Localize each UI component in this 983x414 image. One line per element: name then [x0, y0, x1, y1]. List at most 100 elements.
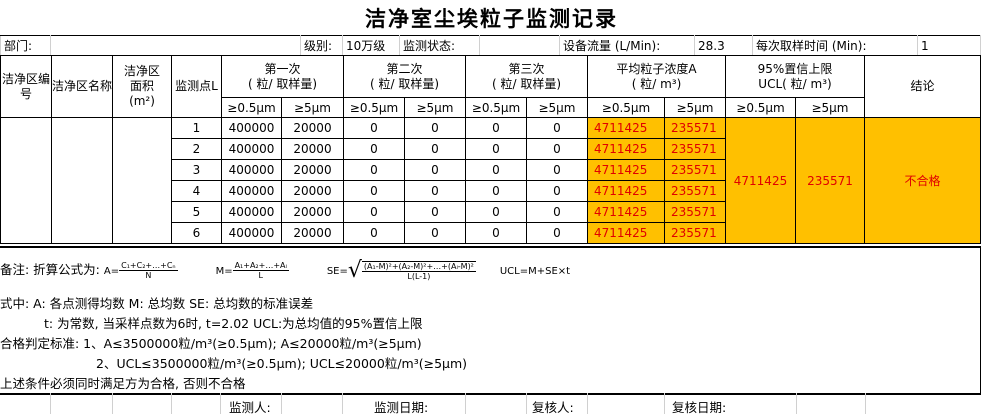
count-cell[interactable]: 0: [526, 117, 588, 139]
data-table: 洁净区编号 洁净区名称 洁净区面积 (m²) 监测点L 第一次( 粒/ 取样量) …: [0, 55, 981, 244]
count-cell[interactable]: 20000: [281, 159, 344, 181]
table-row: 3 400000 20000 0 0 0 0 4711425 235571: [1, 159, 981, 181]
count-cell[interactable]: 0: [404, 117, 466, 139]
count-cell[interactable]: 0: [526, 159, 588, 181]
avg-cell[interactable]: 235571: [664, 117, 726, 139]
header-third-label: 第三次: [508, 61, 545, 76]
count-cell[interactable]: 0: [404, 159, 466, 181]
grade-value[interactable]: 10万级: [342, 35, 400, 56]
point-cell[interactable]: 1: [171, 117, 222, 139]
count-cell[interactable]: 400000: [221, 159, 282, 181]
reviewer-label: 复核人:: [532, 400, 574, 414]
flow-value[interactable]: 28.3: [694, 35, 753, 56]
count-cell[interactable]: 0: [404, 180, 466, 202]
time-value[interactable]: 1: [917, 35, 981, 56]
count-cell[interactable]: 400000: [221, 201, 282, 223]
formula-label: 备注: 折算公式为:: [0, 262, 100, 277]
formula-se: (A₁-M)²+(A₂-M)²+…+(Aₗ-M)² L(L-1): [361, 260, 476, 281]
count-cell[interactable]: 400000: [221, 117, 282, 139]
sub-header: ≥0.5μm: [221, 97, 282, 118]
avg-cell[interactable]: 235571: [664, 201, 726, 223]
count-cell[interactable]: 0: [343, 159, 405, 181]
header-ucl: 95%置信上限 UCL( 粒/ m³): [725, 55, 865, 98]
formula-m-num: A₁+A₂+…+Aₗ: [232, 261, 289, 271]
header-second-unit: ( 粒/ 取样量): [369, 76, 440, 91]
count-cell[interactable]: 400000: [221, 180, 282, 202]
count-cell[interactable]: 20000: [281, 222, 344, 244]
formula-a-den: N: [145, 271, 152, 280]
avg-cell[interactable]: 4711425: [587, 117, 665, 139]
avg-cell[interactable]: 4711425: [587, 201, 665, 223]
avg-cell[interactable]: 235571: [664, 222, 726, 244]
sub-header: ≥5μm: [281, 97, 344, 118]
review-date-label: 复核日期:: [672, 400, 727, 414]
point-cell[interactable]: 5: [171, 201, 222, 223]
count-cell[interactable]: 0: [404, 201, 466, 223]
count-cell[interactable]: 20000: [281, 117, 344, 139]
count-cell[interactable]: 20000: [281, 201, 344, 223]
header-area: 洁净区面积 (m²): [112, 55, 172, 118]
note-line: 2、UCL≤3500000粒/m³(≥0.5μm); UCL≤20000粒/m³…: [96, 356, 468, 371]
point-cell[interactable]: 2: [171, 138, 222, 160]
count-cell[interactable]: 400000: [221, 138, 282, 160]
count-cell[interactable]: 0: [465, 159, 527, 181]
avg-cell[interactable]: 4711425: [587, 138, 665, 160]
ucl-5-cell[interactable]: 235571: [795, 117, 865, 244]
count-cell[interactable]: 400000: [221, 222, 282, 244]
count-cell[interactable]: 20000: [281, 138, 344, 160]
count-cell[interactable]: 0: [343, 201, 405, 223]
header-avg: 平均粒子浓度A( 粒/ m³): [587, 55, 726, 98]
count-cell[interactable]: 0: [465, 138, 527, 160]
sub-header: ≥0.5μm: [587, 97, 665, 118]
point-cell[interactable]: 3: [171, 159, 222, 181]
formula-line: 备注: 折算公式为: A= C₁+C₂+…+Cₙ N M= A₁+A₂+…+Aₗ L S…: [0, 258, 570, 283]
avg-cell[interactable]: 235571: [664, 180, 726, 202]
formula-m-den: L: [258, 271, 263, 280]
zone-name-cell[interactable]: [51, 117, 113, 244]
formula-a-num: C₁+C₂+…+Cₙ: [119, 261, 178, 271]
count-cell[interactable]: 0: [404, 138, 466, 160]
flow-label: 设备流量 (L/Min):: [559, 35, 695, 56]
note-line: t: 为常数, 当采样点数为6时, t=2.02 UCL:为总均值的95%置信上…: [44, 316, 423, 331]
avg-cell[interactable]: 4711425: [587, 222, 665, 244]
table-row: 4 400000 20000 0 0 0 0 4711425 235571: [1, 180, 981, 202]
header-area-unit: (m²): [129, 94, 155, 108]
header-ucl-unit: UCL( 粒/ m³): [758, 76, 832, 91]
notes-section: 备注: 折算公式为: A= C₁+C₂+…+Cₙ N M= A₁+A₂+…+Aₗ L S…: [0, 246, 981, 395]
count-cell[interactable]: 0: [465, 117, 527, 139]
count-cell[interactable]: 0: [465, 222, 527, 244]
dept-value[interactable]: [50, 35, 301, 56]
count-cell[interactable]: 0: [343, 138, 405, 160]
formula-se-den: L(L-1): [407, 271, 431, 281]
formula-a: C₁+C₂+…+Cₙ N: [119, 261, 178, 280]
count-cell[interactable]: 0: [343, 222, 405, 244]
info-row: 部门: 级别: 10万级 监测状态: 设备流量 (L/Min): 28.3 每次…: [0, 35, 981, 56]
count-cell[interactable]: 0: [404, 222, 466, 244]
count-cell[interactable]: 0: [526, 201, 588, 223]
count-cell[interactable]: 0: [465, 180, 527, 202]
header-second-label: 第二次: [386, 61, 423, 76]
count-cell[interactable]: 0: [526, 180, 588, 202]
point-cell[interactable]: 6: [171, 222, 222, 244]
avg-cell[interactable]: 235571: [664, 138, 726, 160]
point-cell[interactable]: 4: [171, 180, 222, 202]
area-cell[interactable]: [112, 117, 172, 244]
avg-cell[interactable]: 4711425: [587, 180, 665, 202]
ucl-05-cell[interactable]: 4711425: [725, 117, 796, 244]
avg-cell[interactable]: 4711425: [587, 159, 665, 181]
avg-cell[interactable]: 235571: [664, 159, 726, 181]
header-ucl-label: 95%置信上限: [757, 61, 833, 76]
sub-header: ≥5μm: [795, 97, 865, 118]
count-cell[interactable]: 0: [343, 117, 405, 139]
count-cell[interactable]: 20000: [281, 180, 344, 202]
count-cell[interactable]: 0: [343, 180, 405, 202]
formula-ucl: UCL=M+SE×t: [499, 266, 571, 277]
count-cell[interactable]: 0: [465, 201, 527, 223]
header-first: 第一次( 粒/ 取样量): [221, 55, 344, 98]
state-value[interactable]: [479, 35, 560, 56]
count-cell[interactable]: 0: [526, 138, 588, 160]
result-cell[interactable]: 不合格: [864, 117, 981, 244]
zone-no-cell[interactable]: [0, 117, 52, 244]
count-cell[interactable]: 0: [526, 222, 588, 244]
